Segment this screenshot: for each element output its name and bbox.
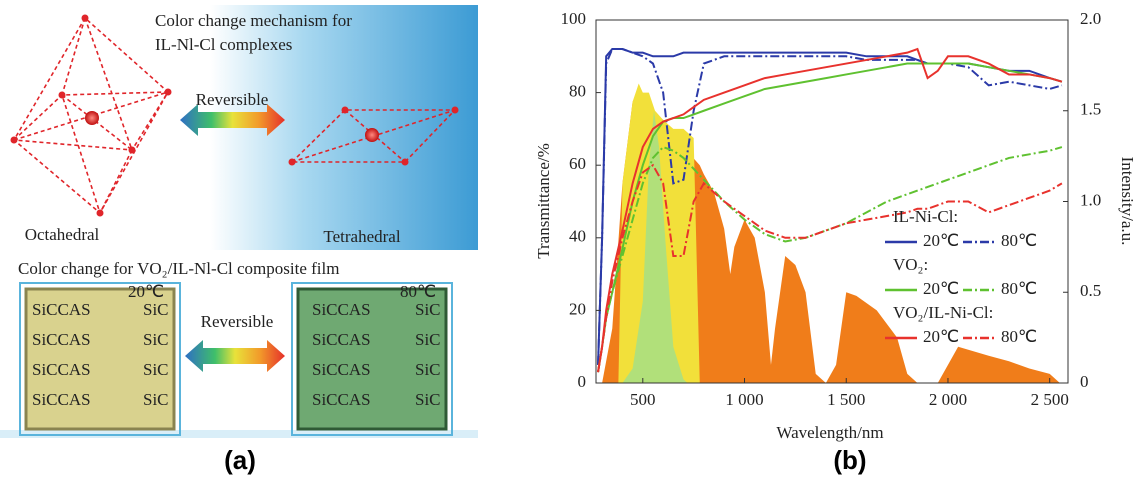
film-text: SiC [415, 360, 441, 379]
y-tick-label: 20 [569, 299, 586, 318]
x-tick-label: 1 500 [827, 390, 865, 409]
y-tick-label: 40 [569, 227, 586, 246]
film-temperature: 20℃ [128, 282, 164, 301]
panel-label: (b) [833, 445, 866, 475]
panel-a: Color change mechanism for IL-Nl-Cl comp… [0, 5, 478, 475]
film-temperature: 80℃ [400, 282, 436, 301]
octahedron [10, 14, 172, 217]
panel-label: (a) [224, 445, 256, 475]
legend-label: 80℃ [1001, 279, 1037, 298]
film-frame [19, 282, 181, 436]
panel-b: (b) Wavelength/nm Transmittance/% Intens… [534, 9, 1137, 475]
x-tick-label: 500 [630, 390, 656, 409]
line [597, 145, 1063, 373]
strip [0, 430, 478, 438]
x-axis-label: Wavelength/nm [776, 423, 883, 442]
film [24, 287, 176, 431]
x-tick-label: 2 000 [929, 390, 967, 409]
legend-label: 20℃ [923, 279, 959, 298]
line [597, 47, 1063, 373]
film-text: SiCCAS [312, 360, 371, 379]
shape-label: Octahedral [25, 225, 100, 244]
legend-group: VO₂: [893, 255, 928, 274]
title-line: IL-Nl-Cl complexes [155, 35, 292, 54]
y2-tick-label: 0.5 [1080, 281, 1101, 300]
legend-label: 20℃ [923, 327, 959, 346]
film-text: SiCCAS [32, 360, 91, 379]
arrow-label: Reversible [196, 90, 269, 109]
film-text: SiC [143, 300, 169, 319]
film-text: SiC [415, 330, 441, 349]
shape-label: Tetrahedral [323, 227, 400, 246]
legend-label: 80℃ [1001, 231, 1037, 250]
arrow [185, 340, 285, 372]
y2-tick-label: 1.5 [1080, 100, 1101, 119]
film-text: SiCCAS [312, 390, 371, 409]
y2-tick-label: 2.0 [1080, 9, 1101, 28]
y-tick-label: 0 [578, 372, 587, 391]
line [597, 163, 1063, 373]
area [602, 92, 1060, 383]
y2-tick-label: 0 [1080, 372, 1089, 391]
y2-axis-label: Intensity/a.u. [1118, 157, 1137, 246]
film-title: Color change for VO₂/IL-Nl-Cl composite … [18, 259, 339, 278]
line [597, 48, 1063, 365]
film-frame [291, 282, 453, 436]
legend-group: IL-Ni-Cl: [893, 207, 958, 226]
y-axis-label: Transmittance/% [534, 143, 553, 259]
film-text: SiC [143, 390, 169, 409]
x-tick-label: 1 000 [725, 390, 763, 409]
legend-label: 20℃ [923, 231, 959, 250]
y-tick-label: 80 [569, 82, 586, 101]
film-text: SiC [143, 360, 169, 379]
y-tick-label: 100 [561, 9, 587, 28]
legend-label: 80℃ [1001, 327, 1037, 346]
film-text: SiCCAS [32, 300, 91, 319]
line [597, 62, 1063, 373]
y2-tick-label: 1.0 [1080, 190, 1101, 209]
film-text: SiCCAS [32, 390, 91, 409]
film-text: SiC [415, 300, 441, 319]
film-text: SiC [143, 330, 169, 349]
arrow-label: Reversible [201, 312, 274, 331]
y-tick-label: 60 [569, 154, 586, 173]
film [296, 287, 448, 431]
x-tick-label: 2 500 [1031, 390, 1069, 409]
legend-group: VO₂/IL-Ni-Cl: [893, 303, 993, 322]
film-text: SiCCAS [312, 300, 371, 319]
film-text: SiC [415, 390, 441, 409]
arrow [180, 104, 285, 136]
film-text: SiCCAS [312, 330, 371, 349]
film-text: SiCCAS [32, 330, 91, 349]
area [622, 110, 688, 383]
title-line: Color change mechanism for [155, 11, 352, 30]
tetrahedron [288, 106, 459, 166]
